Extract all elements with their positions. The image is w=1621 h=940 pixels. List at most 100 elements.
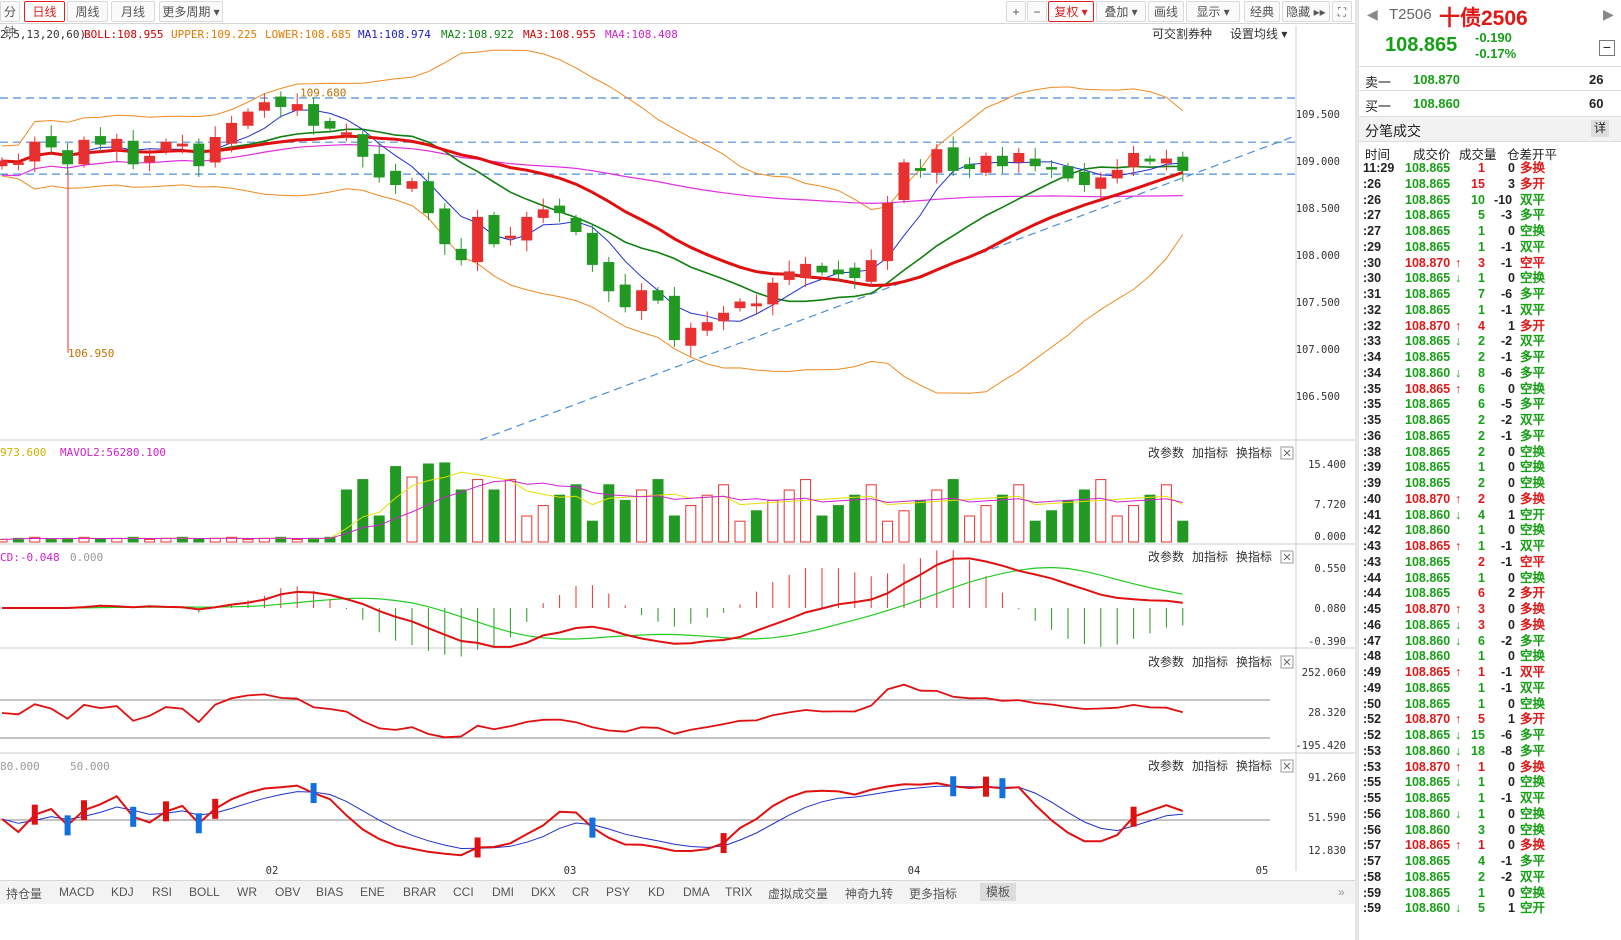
legend-params: 2,5,13,20,60) bbox=[0, 28, 86, 41]
volume-bar bbox=[750, 510, 762, 543]
candle-body bbox=[209, 137, 221, 163]
indicator-tab-11[interactable]: DMI bbox=[492, 885, 514, 899]
indicator-tab-15[interactable]: KD bbox=[648, 885, 665, 899]
sub-button-sub_btn_params[interactable]: 改参数 bbox=[1148, 654, 1184, 669]
indicator-tab-8[interactable]: ENE bbox=[360, 885, 385, 899]
toolbar-button-2[interactable]: 复权 ▾ bbox=[1048, 1, 1094, 22]
macd-dif-line bbox=[2, 557, 1183, 648]
candle bbox=[357, 129, 369, 168]
indicator-tab-18[interactable]: 虚拟成交量 bbox=[768, 887, 829, 901]
tick-row: :57 108.865 4 -1 多平 bbox=[1363, 854, 1619, 869]
indicator-tab-13[interactable]: CR bbox=[572, 885, 590, 899]
macd-axis-label: 0.080 bbox=[1314, 603, 1346, 615]
vol-axis-label: 7.720 bbox=[1314, 499, 1346, 511]
indicator-tab-5[interactable]: WR bbox=[237, 885, 257, 899]
sub-button-sub_btn_params[interactable]: 改参数 bbox=[1148, 445, 1184, 460]
indicator-tab-7[interactable]: BIAS bbox=[316, 885, 344, 899]
tick-v: 15 bbox=[1471, 176, 1485, 191]
period-tab-2[interactable]: 周线 bbox=[67, 1, 108, 22]
tab-scroll-right-icon[interactable]: » bbox=[1338, 885, 1345, 899]
toolbar-button-4[interactable]: 画线 bbox=[1148, 1, 1184, 22]
tick-p: 108.865 bbox=[1405, 728, 1451, 742]
sub-button-sub_btn_add[interactable]: 加指标 bbox=[1192, 758, 1228, 773]
period-tab-3[interactable]: 月线 bbox=[111, 1, 155, 22]
indicator-tab-0[interactable]: 持仓量 bbox=[6, 887, 43, 901]
toolbar-button-8[interactable]: ⛶ bbox=[1332, 1, 1352, 22]
sub-button-sub_btn_swap[interactable]: 换指标 bbox=[1236, 549, 1272, 564]
toolbar-button-7[interactable]: 隐藏 ▸▸ bbox=[1282, 1, 1330, 22]
sub-button-sub_btn_add[interactable]: 加指标 bbox=[1192, 654, 1228, 669]
tick-o: 0 bbox=[1508, 570, 1515, 585]
detail-button[interactable]: 详 bbox=[1591, 120, 1609, 137]
collapse-button[interactable]: − bbox=[1599, 40, 1615, 56]
indicator-tab-9[interactable]: BRAR bbox=[403, 885, 437, 899]
indicator-tab-21[interactable]: 模板 bbox=[980, 883, 1017, 901]
tick-k: 空换 bbox=[1520, 523, 1546, 538]
tick-a: ↓ bbox=[1455, 365, 1462, 380]
candle-body bbox=[800, 263, 812, 279]
candle-body bbox=[324, 121, 336, 129]
ma-setting-button[interactable]: 设置均线 ▾ bbox=[1230, 27, 1287, 41]
macd-legend: CD:-0.048 bbox=[0, 551, 60, 564]
indicator-tab-16[interactable]: DMA bbox=[683, 885, 710, 899]
volume-bar bbox=[996, 494, 1008, 543]
sub-button-sub_btn_params[interactable]: 改参数 bbox=[1148, 549, 1184, 564]
candle-body bbox=[701, 322, 713, 331]
candle bbox=[1013, 147, 1025, 174]
sub-button-sub_btn_swap[interactable]: 换指标 bbox=[1236, 758, 1272, 773]
next-icon[interactable]: ▶ bbox=[1603, 6, 1614, 22]
sub-button-sub_btn_add[interactable]: 加指标 bbox=[1192, 445, 1228, 460]
tradable-button[interactable]: 可交割券种 bbox=[1152, 26, 1212, 41]
tick-p: 108.860 bbox=[1405, 649, 1451, 664]
candle bbox=[996, 146, 1008, 174]
indicator-tab-4[interactable]: BOLL bbox=[189, 885, 220, 899]
period-tab-1[interactable]: 日线 bbox=[24, 1, 65, 22]
sub-button-sub_btn_swap[interactable]: 换指标 bbox=[1236, 654, 1272, 669]
volume-bar bbox=[849, 494, 861, 543]
period-tab-0[interactable]: 分钟 bbox=[0, 1, 20, 39]
indicator-tab-14[interactable]: PSY bbox=[606, 885, 631, 899]
indicator-tab-12[interactable]: DKX bbox=[531, 885, 556, 899]
indicator-tab-1[interactable]: MACD bbox=[59, 885, 95, 899]
kdj-cross-marker bbox=[310, 783, 317, 804]
toolbar-button-1[interactable]: − bbox=[1027, 1, 1047, 22]
panel-divider[interactable] bbox=[1355, 0, 1359, 940]
kdj-cross-marker bbox=[81, 800, 87, 821]
indicator-tab-20[interactable]: 更多指标 bbox=[909, 887, 958, 901]
indicator-tab-2[interactable]: KDJ bbox=[111, 885, 134, 899]
toolbar-button-5[interactable]: 显示 ▾ bbox=[1186, 1, 1240, 22]
indicator-tab-17[interactable]: TRIX bbox=[725, 885, 753, 899]
tick-k: 空换 bbox=[1520, 444, 1546, 459]
tick-p: 108.865 bbox=[1405, 192, 1451, 207]
tick-row: :59 108.865 1 0 空换 bbox=[1363, 886, 1619, 901]
tick-o: -1 bbox=[1501, 554, 1513, 569]
tick-k: 多换 bbox=[1520, 161, 1546, 175]
sub-button-sub_btn_params[interactable]: 改参数 bbox=[1148, 758, 1184, 773]
cci-axis-label: 252.060 bbox=[1302, 667, 1346, 679]
toolbar-button-3[interactable]: 叠加 ▾ bbox=[1096, 1, 1146, 22]
tick-o: -1 bbox=[1501, 680, 1513, 695]
tick-o: 3 bbox=[1508, 176, 1515, 191]
toolbar-button-6[interactable]: 经典 bbox=[1244, 1, 1280, 22]
tick-o: -2 bbox=[1501, 633, 1513, 648]
prev-icon[interactable]: ◀ bbox=[1367, 6, 1378, 22]
high-annotation: 109.680 bbox=[300, 86, 346, 99]
sub-button-sub_btn_swap[interactable]: 换指标 bbox=[1236, 445, 1272, 460]
tick-v: 15 bbox=[1471, 728, 1485, 742]
toolbar-button-0[interactable]: + bbox=[1006, 1, 1026, 22]
candle bbox=[636, 283, 648, 320]
tick-o: 0 bbox=[1508, 649, 1515, 664]
indicator-tab-10[interactable]: CCI bbox=[453, 885, 474, 899]
indicator-tab-19[interactable]: 神奇九转 bbox=[845, 887, 894, 901]
sub-button-sub_btn_add[interactable]: 加指标 bbox=[1192, 549, 1228, 564]
indicator-tab-3[interactable]: RSI bbox=[152, 885, 173, 899]
tick-t: :45 bbox=[1363, 602, 1382, 616]
candle bbox=[0, 157, 8, 170]
kline-chart-area[interactable]: 2,5,13,20,60)BOLL:108.955 UPPER:109.225 LO… bbox=[0, 26, 1355, 896]
legend-ma1: MA1:108.974 bbox=[358, 28, 431, 41]
period-tab-4[interactable]: 更多周期 ▾ bbox=[159, 1, 223, 22]
tick-k: 空换 bbox=[1520, 476, 1546, 490]
tick-o: -6 bbox=[1501, 365, 1513, 380]
indicator-tab-6[interactable]: OBV bbox=[275, 885, 301, 899]
candle-body bbox=[12, 162, 24, 165]
